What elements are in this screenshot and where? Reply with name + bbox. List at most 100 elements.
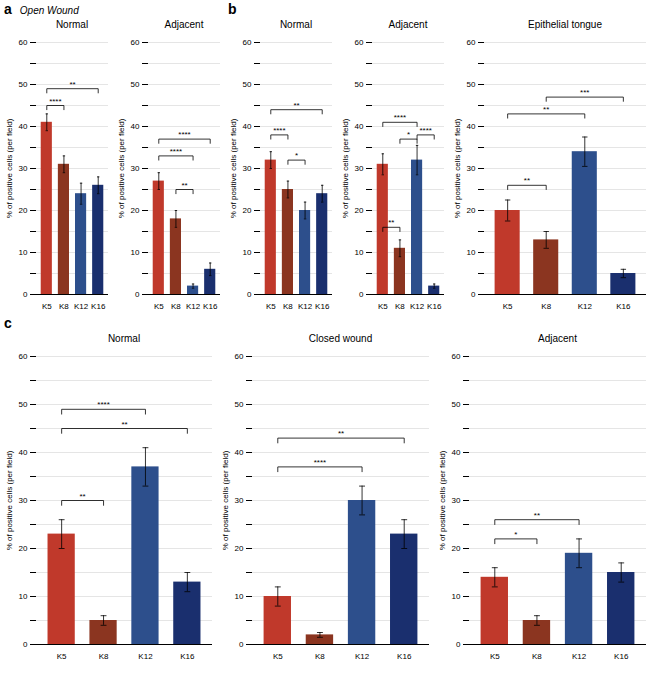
svg-text:40: 40	[19, 122, 28, 131]
svg-text:K16: K16	[614, 652, 629, 661]
svg-text:K5: K5	[503, 302, 513, 311]
svg-text:% of positive cells (per field: % of positive cells (per field)	[5, 118, 14, 218]
svg-text:% of positive cells (per field: % of positive cells (per field)	[229, 118, 238, 218]
svg-text:50: 50	[19, 80, 28, 89]
svg-text:50: 50	[467, 80, 476, 89]
svg-text:% of positive cells (per field: % of positive cells (per field)	[5, 450, 14, 550]
svg-text:**: **	[121, 420, 127, 429]
svg-text:60: 60	[243, 38, 252, 47]
svg-text:K8: K8	[283, 302, 293, 311]
svg-text:0: 0	[135, 290, 140, 299]
svg-text:****: ****	[97, 400, 109, 409]
svg-text:20: 20	[243, 206, 252, 215]
svg-text:30: 30	[235, 496, 244, 505]
svg-text:% of positive cells (per field: % of positive cells (per field)	[221, 450, 230, 550]
svg-text:K16: K16	[397, 652, 412, 661]
svg-text:0: 0	[471, 290, 476, 299]
svg-text:40: 40	[243, 122, 252, 131]
svg-text:**: **	[388, 218, 394, 227]
svg-text:K8: K8	[541, 302, 551, 311]
svg-text:*: *	[514, 530, 517, 539]
svg-text:% of positive cells (per field: % of positive cells (per field)	[341, 118, 350, 218]
svg-text:*: *	[295, 151, 298, 160]
svg-text:20: 20	[452, 544, 461, 553]
svg-text:50: 50	[131, 80, 140, 89]
svg-text:K5: K5	[266, 302, 276, 311]
svg-text:10: 10	[452, 592, 461, 601]
svg-text:40: 40	[19, 448, 28, 457]
svg-text:K16: K16	[203, 302, 218, 311]
svg-text:K5: K5	[378, 302, 388, 311]
svg-text:**: **	[338, 429, 344, 438]
svg-text:10: 10	[235, 592, 244, 601]
svg-text:K8: K8	[99, 652, 109, 661]
svg-text:K5: K5	[490, 652, 500, 661]
svg-text:50: 50	[355, 80, 364, 89]
svg-text:K8: K8	[315, 652, 325, 661]
svg-text:K12: K12	[138, 652, 153, 661]
svg-text:20: 20	[467, 206, 476, 215]
svg-text:**: **	[181, 181, 187, 190]
svg-text:50: 50	[235, 400, 244, 409]
svg-text:****: ****	[394, 113, 406, 122]
svg-text:K16: K16	[616, 302, 631, 311]
svg-text:20: 20	[19, 206, 28, 215]
svg-text:0: 0	[23, 640, 28, 649]
svg-text:**: **	[79, 492, 85, 501]
svg-text:30: 30	[452, 496, 461, 505]
svg-text:K12: K12	[186, 302, 201, 311]
svg-text:****: ****	[178, 130, 190, 139]
svg-text:K12: K12	[410, 302, 425, 311]
svg-text:60: 60	[19, 38, 28, 47]
svg-text:****: ****	[419, 126, 431, 135]
svg-text:K8: K8	[532, 652, 542, 661]
svg-text:K12: K12	[298, 302, 313, 311]
svg-text:K16: K16	[91, 302, 106, 311]
svg-text:10: 10	[467, 248, 476, 257]
svg-text:0: 0	[359, 290, 364, 299]
svg-text:**: **	[524, 176, 530, 185]
svg-text:10: 10	[131, 248, 140, 257]
svg-text:****: ****	[314, 458, 326, 467]
svg-text:K16: K16	[180, 652, 195, 661]
svg-text:K8: K8	[171, 302, 181, 311]
svg-text:K5: K5	[154, 302, 164, 311]
svg-text:60: 60	[355, 38, 364, 47]
svg-text:0: 0	[456, 640, 461, 649]
svg-text:K5: K5	[273, 652, 283, 661]
svg-text:% of positive cells (per field: % of positive cells (per field)	[453, 118, 462, 218]
svg-text:30: 30	[131, 164, 140, 173]
svg-text:10: 10	[243, 248, 252, 257]
svg-text:40: 40	[355, 122, 364, 131]
svg-text:****: ****	[273, 126, 285, 135]
svg-text:20: 20	[235, 544, 244, 553]
svg-text:20: 20	[131, 206, 140, 215]
svg-text:50: 50	[452, 400, 461, 409]
svg-text:60: 60	[235, 352, 244, 361]
svg-text:**: **	[534, 511, 540, 520]
svg-text:10: 10	[19, 592, 28, 601]
svg-text:****: ****	[49, 97, 61, 106]
svg-text:10: 10	[19, 248, 28, 257]
svg-text:K12: K12	[578, 302, 593, 311]
svg-text:60: 60	[131, 38, 140, 47]
svg-text:0: 0	[247, 290, 252, 299]
svg-text:K16: K16	[427, 302, 442, 311]
svg-text:30: 30	[243, 164, 252, 173]
svg-text:60: 60	[19, 352, 28, 361]
svg-text:20: 20	[19, 544, 28, 553]
svg-text:% of positive cells (per field: % of positive cells (per field)	[117, 118, 126, 218]
svg-text:40: 40	[467, 122, 476, 131]
svg-text:50: 50	[243, 80, 252, 89]
svg-text:**: **	[69, 80, 75, 89]
svg-text:K8: K8	[395, 302, 405, 311]
svg-text:K8: K8	[59, 302, 69, 311]
svg-text:*: *	[407, 130, 410, 139]
svg-text:50: 50	[19, 400, 28, 409]
svg-text:****: ****	[170, 147, 182, 156]
svg-text:60: 60	[452, 352, 461, 361]
svg-text:20: 20	[355, 206, 364, 215]
svg-text:30: 30	[19, 496, 28, 505]
svg-text:40: 40	[235, 448, 244, 457]
svg-text:30: 30	[19, 164, 28, 173]
